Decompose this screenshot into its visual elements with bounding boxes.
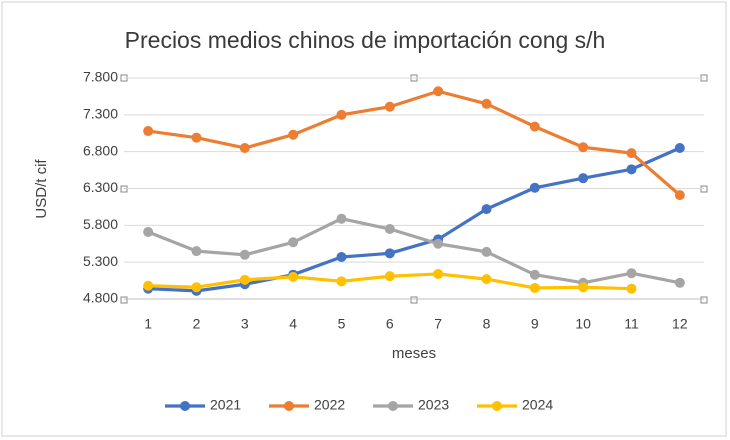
x-tick-label: 7 [434,316,442,332]
y-tick-label: 6.300 [83,179,118,195]
x-tick-label: 12 [672,316,688,332]
x-tick-label: 5 [338,316,346,332]
legend-marker [284,401,294,411]
x-tick-label: 11 [624,316,639,332]
data-point [239,274,250,285]
y-tick-label: 5.300 [83,253,118,269]
data-point [384,248,395,259]
x-tick-label: 3 [241,316,249,332]
legend-marker [388,401,398,411]
data-point [674,277,685,288]
data-point [336,252,347,263]
legend-marker [180,401,190,411]
legend-label: 2021 [210,397,241,413]
data-point [191,246,202,257]
y-tick-label: 7.800 [83,69,118,85]
data-point [578,142,589,153]
legend-marker [492,401,502,411]
data-point [336,213,347,224]
series-line [146,89,682,197]
data-point [384,224,395,235]
data-point [288,237,299,248]
data-point [288,271,299,282]
legend-label: 2023 [418,397,449,413]
data-point [143,226,154,237]
chart-title: Precios medios chinos de importación con… [125,27,606,53]
data-point [626,268,637,279]
data-point [191,132,202,143]
x-tick-label: 4 [289,316,297,332]
data-point [578,282,589,293]
data-point [626,283,637,294]
y-tick-label: 7.300 [83,106,118,122]
data-point [384,101,395,112]
data-point [143,126,154,137]
data-point [384,271,395,282]
data-point [529,269,540,280]
data-point [336,276,347,287]
data-point [626,148,637,159]
data-point [529,182,540,193]
data-point [481,98,492,109]
data-point [191,282,202,293]
legend-label: 2022 [314,397,345,413]
data-point [674,142,685,153]
data-point [288,129,299,140]
y-axis-title: USD/t cif [33,159,50,219]
y-tick-label: 4.800 [83,290,118,306]
y-tick-label: 6.800 [83,142,118,158]
series-line [146,217,682,285]
data-point [481,204,492,215]
data-point [626,164,637,175]
data-point [239,249,250,260]
x-tick-label: 10 [575,316,591,332]
x-axis-title: meses [392,345,436,362]
x-tick-label: 6 [386,316,394,332]
x-tick-label: 2 [193,316,201,332]
data-point [578,173,589,184]
data-point [239,142,250,153]
series-line [146,146,682,293]
x-tick-label: 9 [531,316,539,332]
data-point [433,86,444,97]
x-tick-label: 8 [483,316,491,332]
data-point [143,280,154,291]
y-tick-label: 5.800 [83,216,118,232]
data-point [674,190,685,201]
data-point [481,246,492,257]
data-point [529,282,540,293]
data-point [529,121,540,132]
data-point [481,274,492,285]
legend-label: 2024 [522,397,553,413]
data-point [433,238,444,249]
data-point [336,109,347,120]
x-tick-label: 1 [144,316,152,332]
data-point [433,268,444,279]
